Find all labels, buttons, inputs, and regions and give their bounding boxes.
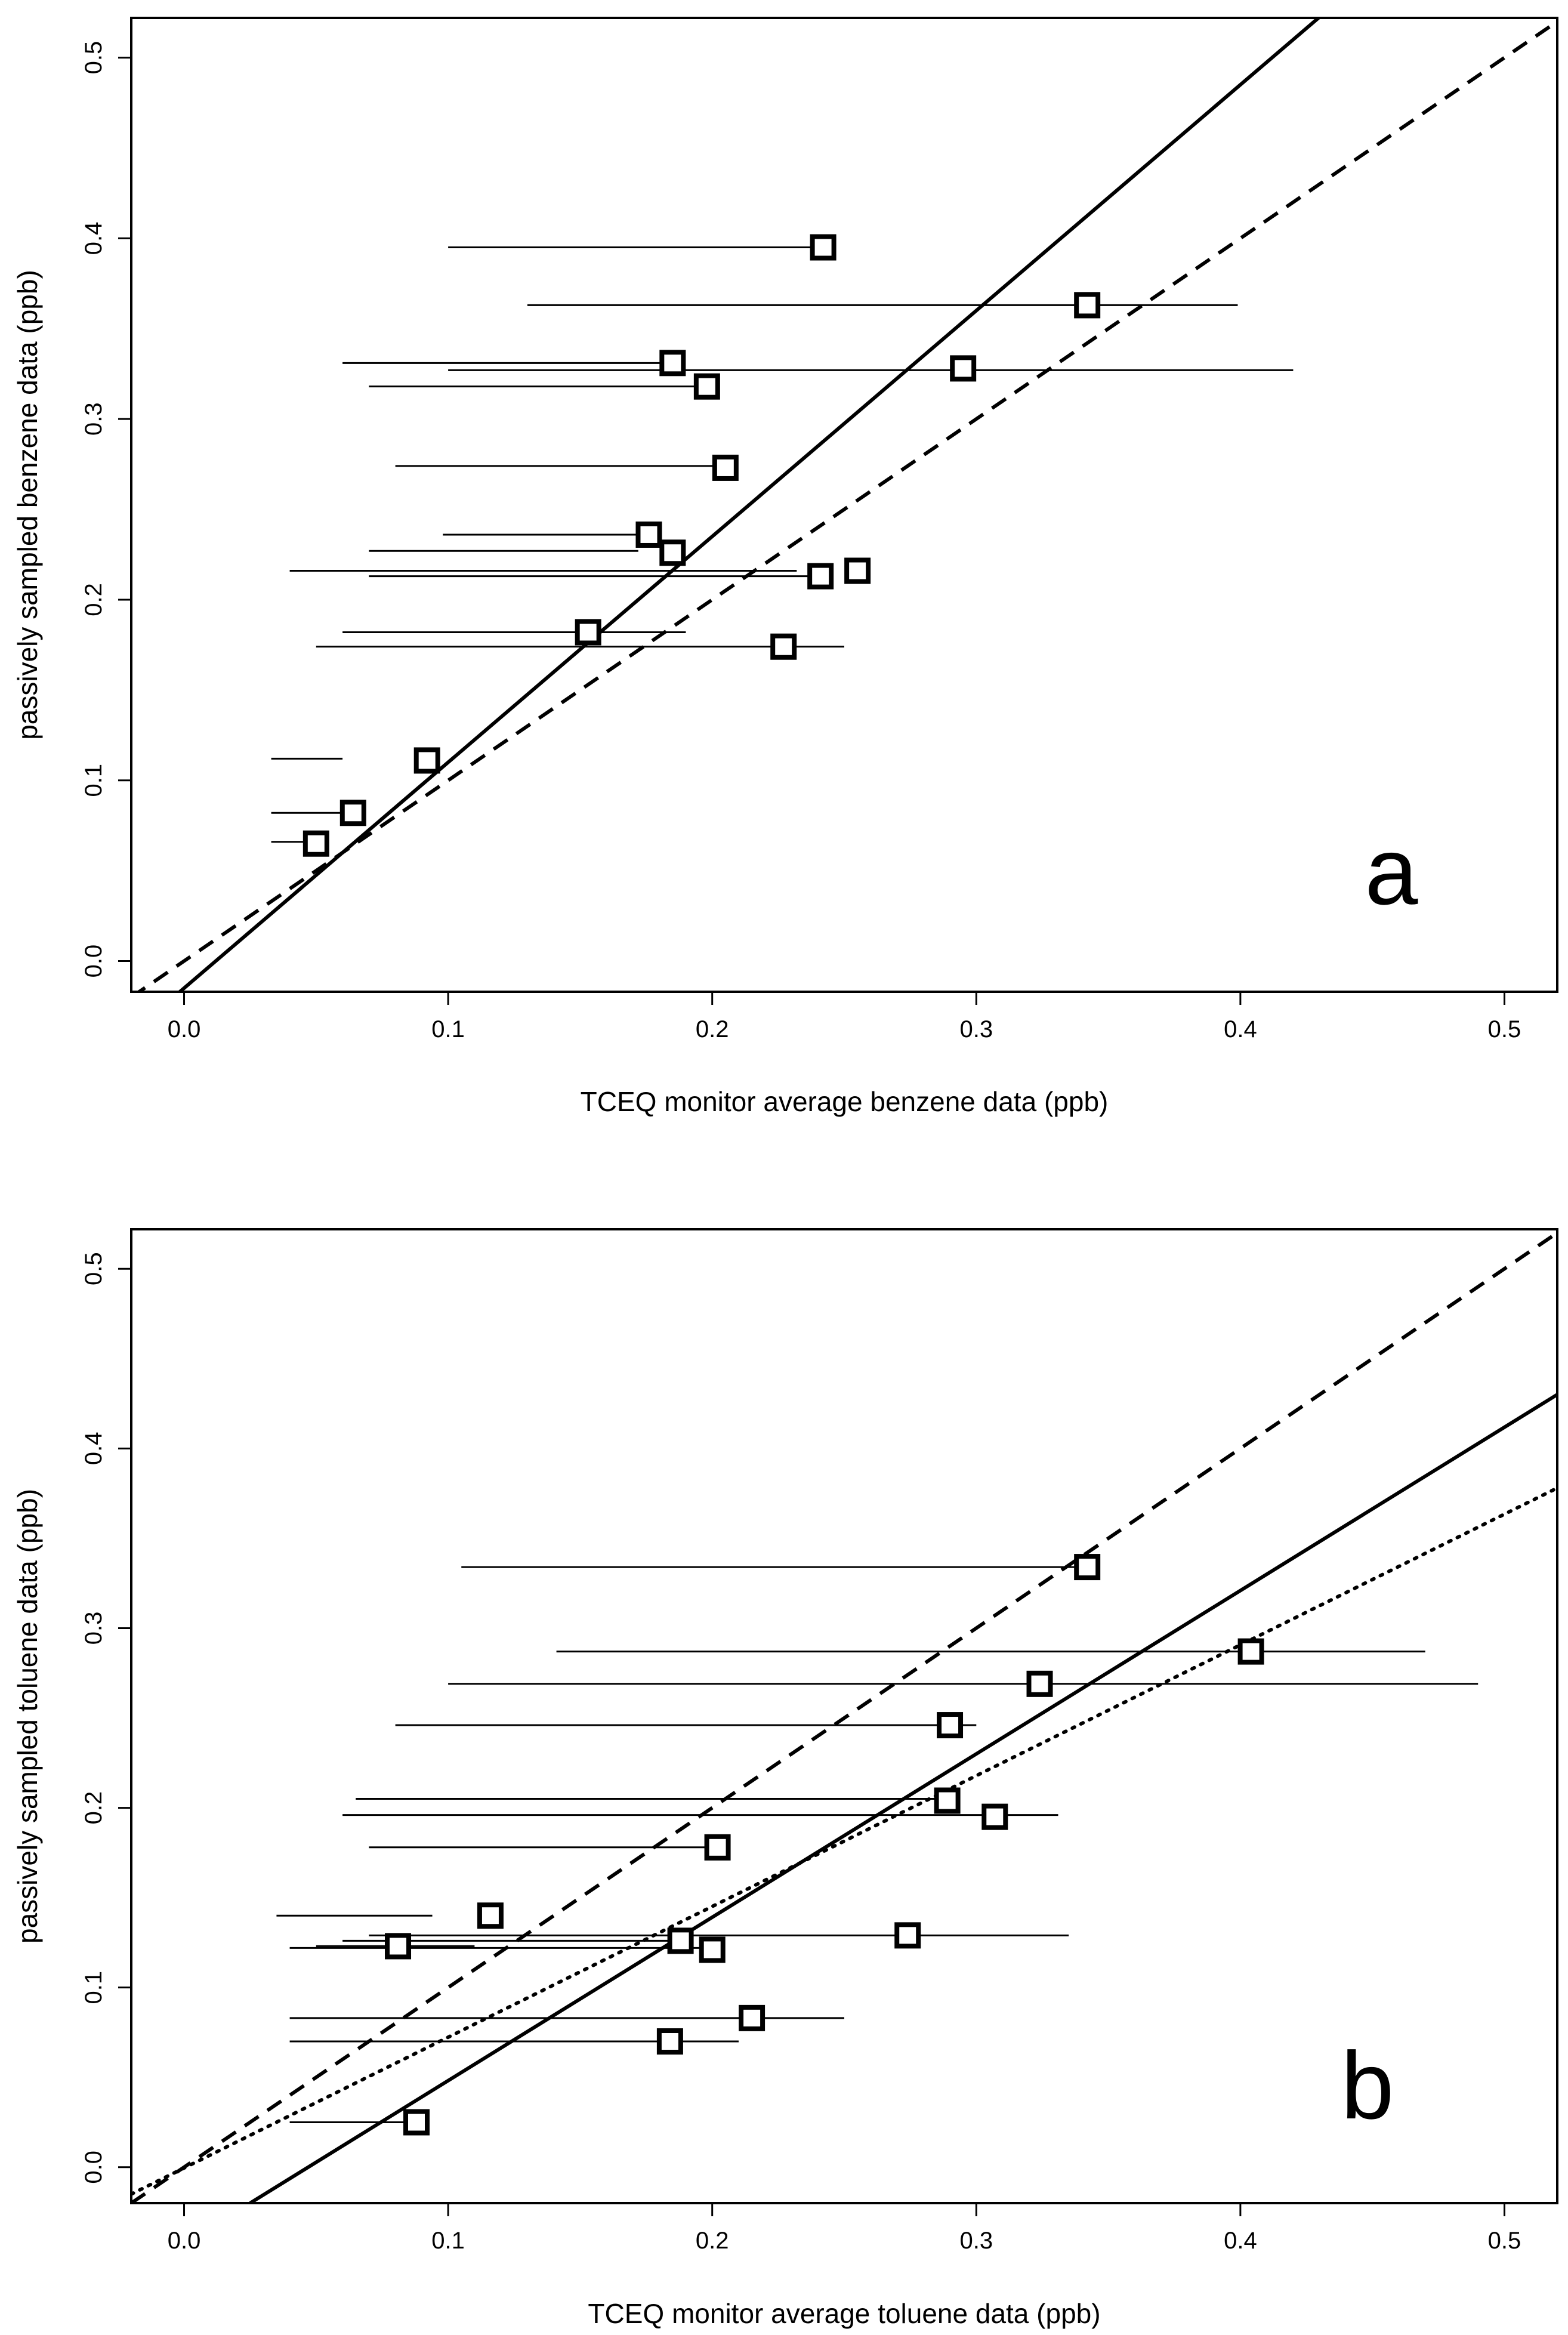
panel-a-x-axis-title: TCEQ monitor average benzene data (ppb) xyxy=(581,1086,1109,1117)
panel-a-data-point xyxy=(770,633,797,660)
panel-b-y-tick-label: 0.5 xyxy=(81,1252,107,1285)
panel-b-x-tick-label: 0.3 xyxy=(959,2228,993,2254)
panel-b-y-tick-label: 0.1 xyxy=(81,1971,107,2004)
panel-a-data-point xyxy=(635,521,662,548)
panel-a-y-tick-label: 0.4 xyxy=(81,222,107,255)
panel-b-x-tick-label: 0.0 xyxy=(168,2228,201,2254)
panel-b-y-tick-label: 0.2 xyxy=(81,1791,107,1825)
panel-b-data-point xyxy=(934,1787,961,1814)
panel-b-data-point xyxy=(477,1902,504,1929)
panel-a-data-point xyxy=(303,830,329,857)
panel-a-letter: a xyxy=(1365,818,1418,924)
panel-b-data-point xyxy=(699,1936,726,1963)
panel-b-x-axis-title: TCEQ monitor average toluene data (ppb) xyxy=(588,2298,1100,2329)
panel-b-data-point xyxy=(1074,1554,1101,1581)
panel-b-data-point xyxy=(667,1927,694,1954)
panel-a-x-tick-label: 0.3 xyxy=(959,1016,993,1042)
panel-b-data-point xyxy=(656,2028,683,2055)
panel-a-y-tick-label: 0.2 xyxy=(81,583,107,616)
panel-a-x-tick-label: 0.2 xyxy=(696,1016,729,1042)
panel-b-plot-layer: 0.0 0.1 0.2 0.3 0.4 0.5 0.0 0.1 0.2 0.3 0.4 0.5 xyxy=(81,1231,1557,2254)
panel-b-data-point xyxy=(937,1712,964,1739)
panel-a-x-tick-label: 0.0 xyxy=(168,1016,201,1042)
panel-b-y-tick-label: 0.3 xyxy=(81,1612,107,1645)
panel-a-data-point xyxy=(339,800,366,826)
panel-a-data-point xyxy=(659,539,686,566)
panel-b-y-tick-label: 0.0 xyxy=(81,2151,107,2184)
panel-a-data-point xyxy=(810,234,837,261)
panel-b-data-point xyxy=(894,1922,921,1949)
panel-a-x-tick-label: 0.5 xyxy=(1488,1016,1521,1042)
panel-b-letter: b xyxy=(1341,2032,1394,2139)
panel-b-data-point xyxy=(1026,1670,1053,1697)
panel-a: 0.0 0.1 0.2 0.3 0.4 0.5 0.0 0.1 0.2 0.3 0.4 0.5 TCE… xyxy=(12,17,1558,1117)
panel-b-data-point xyxy=(704,1834,731,1861)
panel-b-plot-frame xyxy=(130,1228,1558,2204)
panel-a-y-tick-label: 0.1 xyxy=(81,764,107,797)
panel-a-data-point xyxy=(575,619,601,646)
panel-a-x-tick-label: 0.1 xyxy=(431,1016,465,1042)
panel-b-x-tick-label: 0.1 xyxy=(431,2228,465,2254)
panel-a-y-tick-label: 0.5 xyxy=(81,41,107,75)
panel-a-data-point xyxy=(807,563,834,590)
panel-b-x-tick-label: 0.4 xyxy=(1224,2228,1257,2254)
panel-b-y-axis-title: passively sampled toluene data (ppb) xyxy=(12,1489,43,1944)
panel-a-x-tick-label: 0.4 xyxy=(1224,1016,1257,1042)
panel-b-x-tick-label: 0.2 xyxy=(696,2228,729,2254)
panel-b-y-tick-label: 0.4 xyxy=(81,1432,107,1466)
panel-a-data-point xyxy=(712,454,739,481)
panel-a-y-tick-label: 0.0 xyxy=(81,945,107,978)
panel-a-plot-frame xyxy=(130,17,1558,993)
panel-b-dotted-line xyxy=(131,1486,1557,2196)
panel-b-data-point xyxy=(981,1803,1008,1830)
panel-b-x-tick-label: 0.5 xyxy=(1488,2228,1521,2254)
panel-a-data-point xyxy=(659,350,686,377)
panel-a-y-tick-label: 0.3 xyxy=(81,402,107,436)
panel-a-data-point xyxy=(844,557,871,584)
panel-a-plot-layer: 0.0 0.1 0.2 0.3 0.4 0.5 0.0 0.1 0.2 0.3 0.4 0.5 xyxy=(81,18,1557,1042)
panel-a-data-point xyxy=(1074,292,1101,319)
panel-a-data-point xyxy=(413,747,440,774)
panel-a-data-point xyxy=(693,373,720,400)
panel-b-data-point xyxy=(385,1933,412,1960)
panel-a-y-axis-title: passively sampled benzene data (ppb) xyxy=(12,270,43,740)
panel-a-fit-lines xyxy=(135,18,1557,992)
panel-b-data-point xyxy=(739,2004,766,2031)
panel-b: 0.0 0.1 0.2 0.3 0.4 0.5 0.0 0.1 0.2 0.3 0.4 0.5 TCE… xyxy=(12,1228,1558,2329)
panel-b-data-point xyxy=(1237,1638,1264,1665)
panel-a-solid-line xyxy=(177,18,1322,992)
panel-b-data-point xyxy=(403,2109,430,2136)
panel-a-data-point xyxy=(950,355,977,382)
panel-a-dashed-line xyxy=(135,20,1557,992)
